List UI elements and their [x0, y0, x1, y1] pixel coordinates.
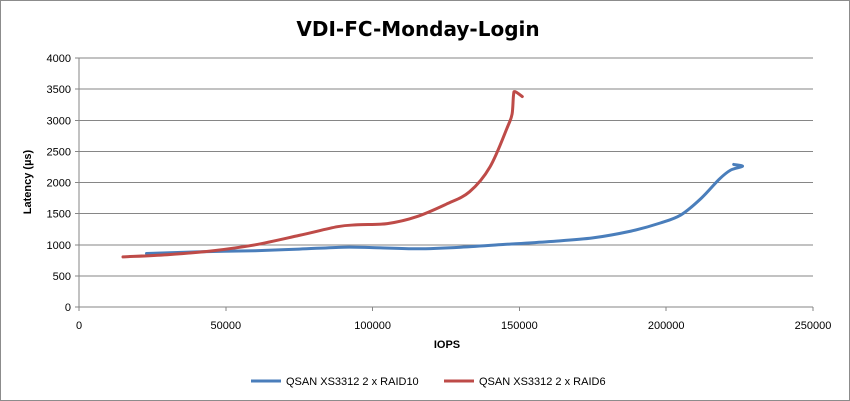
y-tick-label: 3000	[47, 115, 71, 127]
y-axis-label: Latency (µs)	[22, 149, 34, 214]
legend: QSAN XS3312 2 x RAID10 QSAN XS3312 2 x RA…	[251, 376, 606, 388]
series-line-raid10	[145, 162, 745, 255]
y-tick-label: 1500	[47, 209, 71, 221]
x-tick-label: 0	[76, 320, 82, 332]
chart-title: VDI-FC-Monday-Login	[296, 17, 539, 41]
axes	[75, 57, 814, 311]
legend-label: QSAN XS3312 2 x RAID10	[286, 376, 419, 388]
series-lines	[121, 90, 745, 259]
y-tick-label: 3500	[47, 84, 71, 96]
x-tick-label: 200000	[648, 320, 685, 332]
legend-item-raid10: QSAN XS3312 2 x RAID10	[251, 376, 419, 388]
tick-labels: 0 500 1000 1500 2000 2500 3000 3500 4000 0 50000 10…	[47, 53, 832, 332]
grid-lines	[79, 57, 813, 277]
x-tick-label: 150000	[501, 320, 538, 332]
y-tick-label: 0	[65, 302, 71, 314]
x-tick-label: 250000	[795, 320, 832, 332]
legend-item-raid6: QSAN XS3312 2 x RAID6	[444, 376, 606, 388]
x-axis-label: IOPS	[434, 339, 460, 351]
y-tick-label: 500	[53, 271, 71, 283]
y-tick-label: 2500	[47, 146, 71, 158]
y-tick-label: 4000	[47, 53, 71, 65]
legend-label: QSAN XS3312 2 x RAID6	[479, 376, 606, 388]
series-line-raid6	[121, 90, 524, 259]
y-tick-label: 2000	[47, 178, 71, 190]
x-tick-label: 50000	[211, 320, 242, 332]
x-tick-label: 100000	[354, 320, 391, 332]
y-tick-label: 1000	[47, 240, 71, 252]
